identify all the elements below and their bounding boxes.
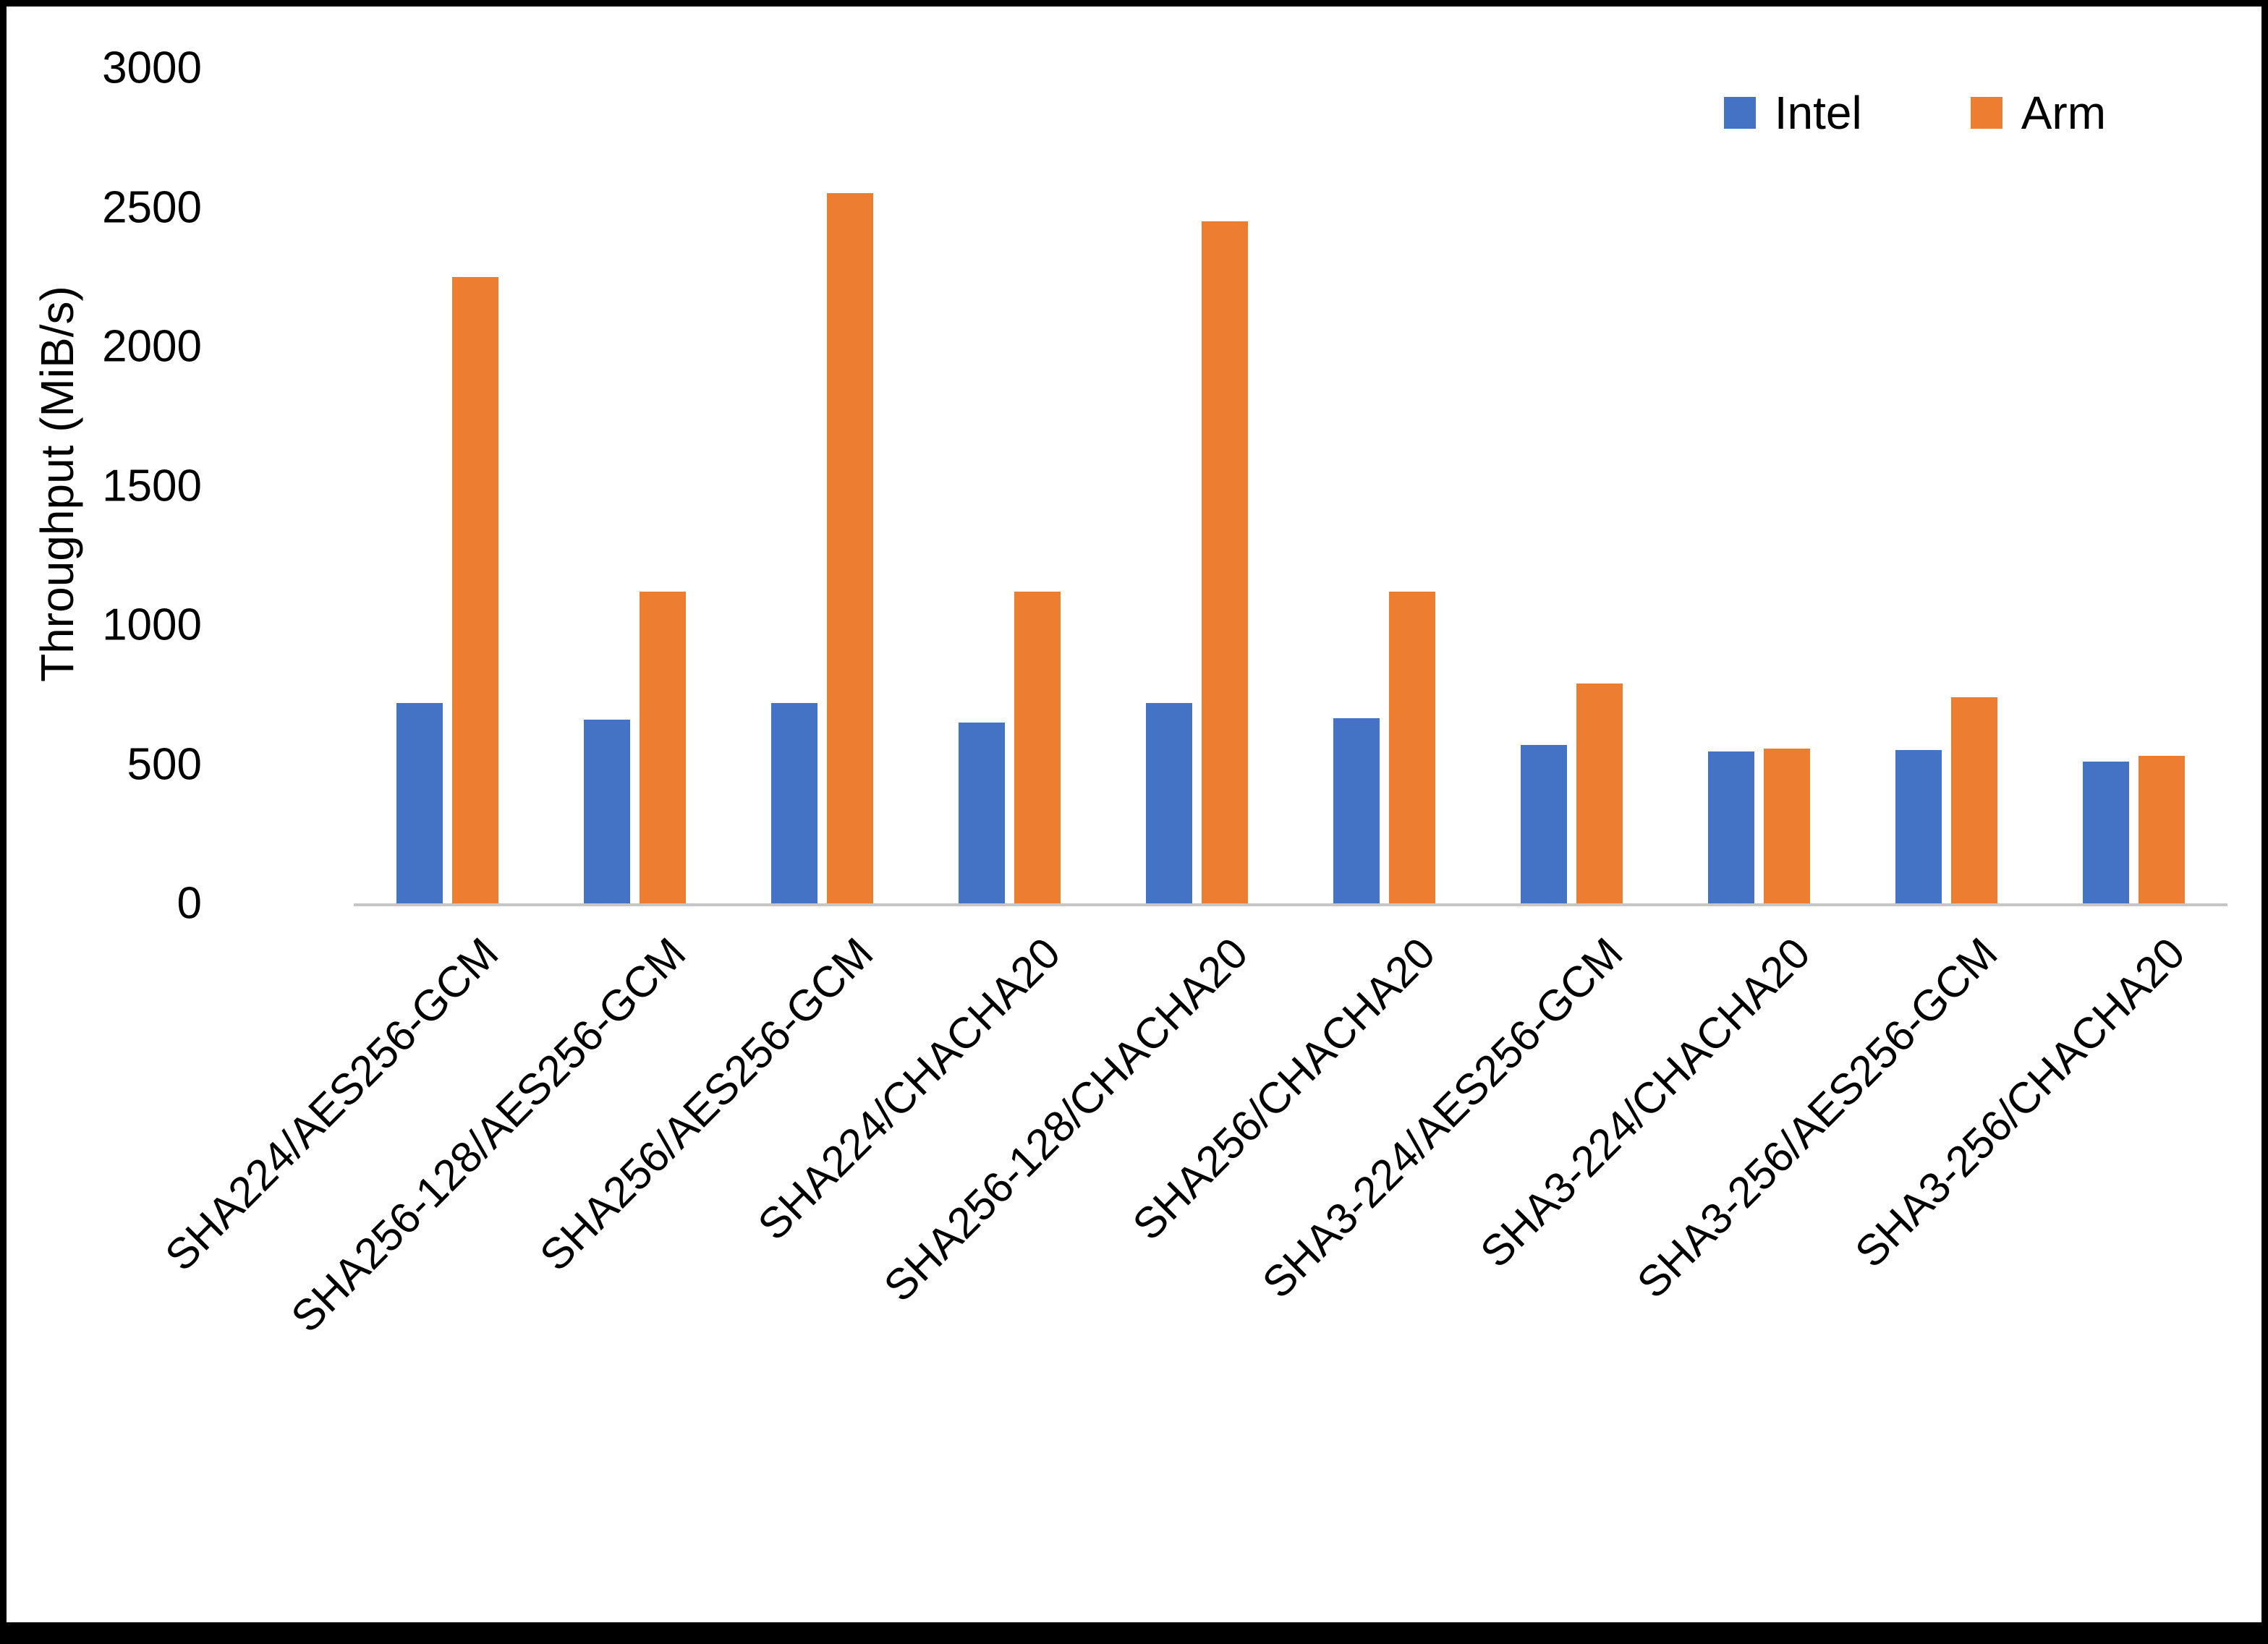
legend-item-intel: Intel <box>1723 86 1862 140</box>
y-tick-label: 3000 <box>102 43 202 93</box>
x-category-label: SHA256-128/CHACHA20 <box>875 928 1257 1311</box>
x-category-label: SHA224/CHACHA20 <box>749 928 1070 1250</box>
bar-group <box>1103 68 1291 903</box>
bar-group <box>1665 68 1853 903</box>
x-category-label: SHA224/AES256-GCM <box>156 928 508 1280</box>
bar-group <box>2040 68 2227 903</box>
x-axis-labels: SHA224/AES256-GCM SHA256-128/AES256-GCM SH… <box>156 919 2227 1614</box>
bar-group <box>1291 68 1478 903</box>
bar-intel <box>1708 751 1754 903</box>
x-category-label: SHA3-256/AES256-GCM <box>1627 928 2007 1308</box>
bar-arm <box>640 591 686 903</box>
bar-intel <box>2083 761 2129 903</box>
legend: Intel Arm <box>1723 86 2106 140</box>
bar-group <box>729 68 916 903</box>
bar-arm <box>1576 683 1623 903</box>
y-axis-ticks: 0 500 1000 1500 2000 2500 3000 <box>50 43 202 929</box>
bar-intel <box>1521 744 1567 903</box>
bar-arm <box>1951 697 1997 903</box>
bar-intel <box>771 702 817 903</box>
bar-intel <box>584 719 630 903</box>
bar-arm <box>1014 591 1061 903</box>
bar-intel <box>1895 750 1942 903</box>
bar-arm <box>452 276 498 903</box>
x-category-label: SHA256/CHACHA20 <box>1124 928 1445 1250</box>
bar-intel <box>959 722 1005 903</box>
bar-intel <box>1333 717 1380 903</box>
bar-group <box>1478 68 1665 903</box>
legend-label-arm: Arm <box>2021 87 2106 139</box>
x-category-label: SHA3-256/CHACHA20 <box>1846 928 2194 1277</box>
bar-group <box>541 68 729 903</box>
bar-group <box>1853 68 2040 903</box>
bar-arm <box>1389 591 1435 903</box>
x-category-label: SHA3-224/CHACHA20 <box>1471 928 1819 1277</box>
bar-group <box>354 68 541 903</box>
y-tick-label: 1000 <box>102 600 202 650</box>
x-category-label: SHA3-224/AES256-GCM <box>1252 928 1632 1308</box>
legend-label-intel: Intel <box>1774 87 1862 139</box>
bar-intel <box>1146 702 1192 903</box>
legend-item-arm: Arm <box>1970 86 2106 140</box>
plot-area <box>354 68 2227 906</box>
y-tick-label: 2500 <box>102 182 202 232</box>
y-tick-label: 0 <box>177 878 202 929</box>
y-tick-label: 500 <box>127 739 202 789</box>
bar-intel <box>396 702 443 903</box>
bar-arm <box>1202 221 1248 903</box>
bar-arm <box>1764 749 1810 903</box>
legend-swatch-arm <box>1970 97 2002 129</box>
x-category-label: SHA256/AES256-GCM <box>530 928 883 1280</box>
bar-group <box>916 68 1103 903</box>
bar-arm <box>2139 755 2185 903</box>
x-category-label: SHA256-128/AES256-GCM <box>281 928 695 1342</box>
bar-chart: Throughput (MiB/s) 0 500 1000 1500 2000 2500 3… <box>7 7 2261 1622</box>
legend-swatch-intel <box>1723 97 1756 129</box>
bar-arm <box>827 193 873 903</box>
y-tick-label: 2000 <box>102 321 202 372</box>
y-tick-label: 1500 <box>102 461 202 511</box>
